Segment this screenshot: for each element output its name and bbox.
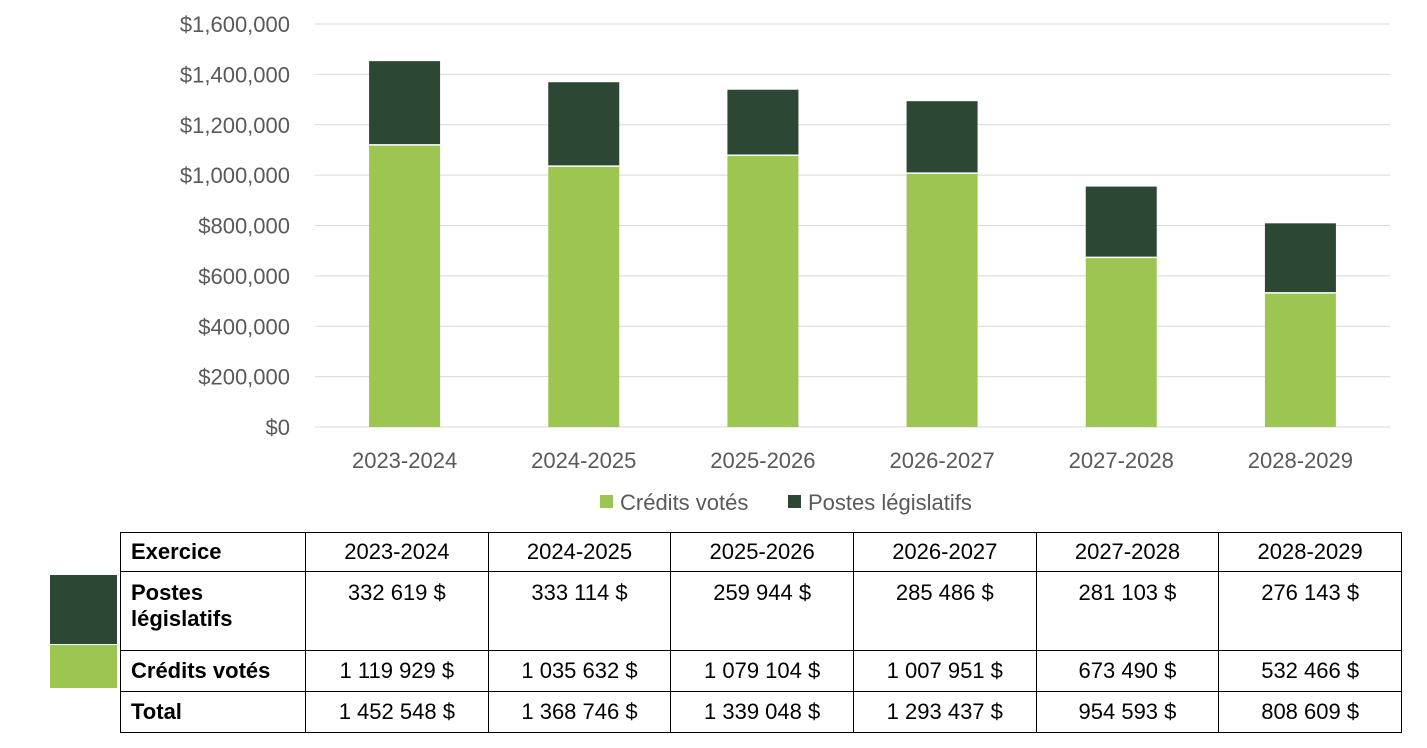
table-cell: 1 293 437 $	[852, 691, 1037, 733]
y-tick-label: $800,000	[198, 214, 290, 239]
table-year: 2028-2029	[1218, 532, 1402, 572]
table-year: 2025-2026	[670, 532, 854, 572]
table-cell: 281 103 $	[1035, 571, 1220, 651]
y-tick-label: $1,400,000	[180, 62, 290, 87]
legend-swatch-postes-legislatifs	[788, 495, 801, 508]
table-cell: 1 339 048 $	[670, 691, 854, 733]
table-cell: 954 593 $	[1035, 691, 1220, 733]
row-label-line2: législatifs	[131, 606, 233, 631]
table-cell: 285 486 $	[852, 571, 1037, 651]
table-cell: 808 609 $	[1218, 691, 1402, 733]
y-tick-label: $400,000	[198, 314, 290, 339]
x-category-label: 2028-2029	[1248, 448, 1353, 473]
table-year: 2027-2028	[1035, 532, 1220, 572]
x-category-label: 2023-2024	[352, 448, 457, 473]
table-cell: 333 114 $	[487, 571, 672, 651]
bar-credits-votes	[369, 144, 441, 427]
x-axis-category-labels: 2023-2024 2024-2025 2025-2026 2026-2027 2027…	[352, 448, 1353, 473]
y-axis-tick-labels: $0 $200,000 $400,000 $600,000 $800,000 $1,000…	[180, 12, 290, 440]
bar-credits-votes	[1264, 292, 1336, 427]
table-cell: 1 452 548 $	[305, 691, 489, 733]
data-table: Exercice 2023-2024 2024-2025 2025-2026 2…	[120, 532, 1402, 733]
table-cell: 332 619 $	[305, 571, 489, 651]
legend-swatch-credits-votes	[600, 495, 613, 508]
table-header-label: Exercice	[120, 532, 306, 572]
x-category-label: 2026-2027	[889, 448, 994, 473]
table-year: 2026-2027	[852, 532, 1037, 572]
table-cell: 259 944 $	[670, 571, 854, 651]
bar-credits-votes	[906, 173, 978, 427]
legend-label-credits-votes: Crédits votés	[620, 490, 748, 515]
bar-postes-legislatifs	[369, 61, 441, 145]
x-category-label: 2025-2026	[710, 448, 815, 473]
bar-postes-legislatifs	[1085, 186, 1157, 258]
y-tick-label: $1,600,000	[180, 12, 290, 37]
bars	[369, 61, 1336, 427]
bar-credits-votes	[1085, 257, 1157, 427]
gridlines	[315, 23, 1390, 428]
x-category-label: 2024-2025	[531, 448, 636, 473]
bar-postes-legislatifs	[906, 101, 978, 174]
table-row-label: Crédits votés	[120, 650, 306, 692]
legend: Crédits votés Postes législatifs	[600, 490, 972, 515]
x-category-label: 2027-2028	[1069, 448, 1174, 473]
table-swatch-postes-legislatifs	[50, 575, 117, 644]
table-cell: 1 079 104 $	[670, 650, 854, 692]
table-cell: 673 490 $	[1035, 650, 1220, 692]
table-row-label: Postes législatifs	[120, 571, 306, 651]
table-cell: 1 119 929 $	[305, 650, 489, 692]
y-tick-label: $600,000	[198, 264, 290, 289]
table-swatch-credits-votes	[50, 645, 117, 688]
table-row-postes-legislatifs: Postes législatifs 332 619 $ 333 114 $ 2…	[120, 571, 1402, 651]
table-cell: 1 368 746 $	[487, 691, 672, 733]
bar-credits-votes	[548, 166, 620, 427]
y-tick-label: $1,000,000	[180, 163, 290, 188]
bar-postes-legislatifs	[548, 82, 620, 167]
table-year: 2023-2024	[305, 532, 489, 572]
table-cell: 276 143 $	[1218, 571, 1402, 651]
table-cell: 532 466 $	[1218, 650, 1402, 692]
y-tick-label: $1,200,000	[180, 113, 290, 138]
y-tick-label: $200,000	[198, 365, 290, 390]
table-cell: 1 035 632 $	[487, 650, 672, 692]
bar-credits-votes	[727, 155, 799, 427]
table-row-credits-votes: Crédits votés 1 119 929 $ 1 035 632 $ 1 …	[120, 650, 1402, 692]
table-cell: 1 007 951 $	[852, 650, 1037, 692]
bar-postes-legislatifs	[1264, 223, 1336, 293]
y-tick-label: $0	[266, 415, 290, 440]
table-header-row: Exercice 2023-2024 2024-2025 2025-2026 2…	[120, 532, 1402, 572]
legend-label-postes-legislatifs: Postes législatifs	[808, 490, 972, 515]
table-row-total: Total 1 452 548 $ 1 368 746 $ 1 339 048 …	[120, 691, 1402, 733]
table-row-label: Total	[120, 691, 306, 733]
row-label-line1: Postes	[131, 580, 204, 605]
stacked-bar-chart: $0 $200,000 $400,000 $600,000 $800,000 $1,000…	[180, 12, 1390, 515]
table-year: 2024-2025	[487, 532, 672, 572]
bar-postes-legislatifs	[727, 89, 799, 156]
